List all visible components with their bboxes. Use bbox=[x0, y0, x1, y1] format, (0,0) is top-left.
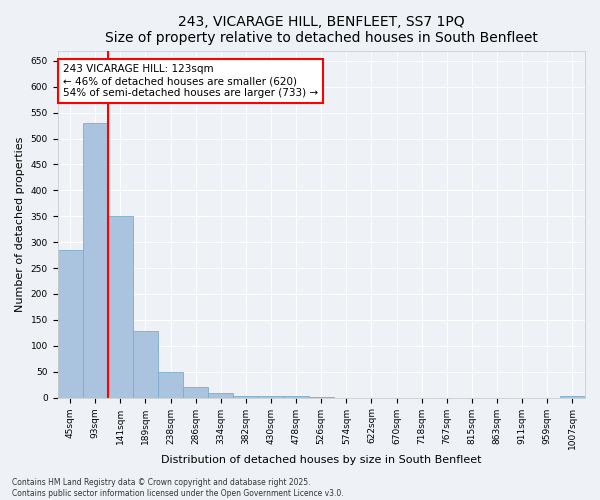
Y-axis label: Number of detached properties: Number of detached properties bbox=[15, 136, 25, 312]
Bar bbox=[284, 396, 309, 398]
Bar bbox=[158, 372, 183, 398]
Bar bbox=[58, 250, 83, 398]
Title: 243, VICARAGE HILL, BENFLEET, SS7 1PQ
Size of property relative to detached hous: 243, VICARAGE HILL, BENFLEET, SS7 1PQ Si… bbox=[105, 15, 538, 45]
Bar bbox=[259, 396, 284, 398]
Text: 243 VICARAGE HILL: 123sqm
← 46% of detached houses are smaller (620)
54% of semi: 243 VICARAGE HILL: 123sqm ← 46% of detac… bbox=[63, 64, 318, 98]
Bar bbox=[108, 216, 133, 398]
X-axis label: Distribution of detached houses by size in South Benfleet: Distribution of detached houses by size … bbox=[161, 455, 482, 465]
Bar bbox=[309, 397, 334, 398]
Bar bbox=[83, 123, 108, 398]
Bar bbox=[208, 394, 233, 398]
Bar bbox=[133, 332, 158, 398]
Bar bbox=[233, 396, 259, 398]
Text: Contains HM Land Registry data © Crown copyright and database right 2025.
Contai: Contains HM Land Registry data © Crown c… bbox=[12, 478, 344, 498]
Bar bbox=[560, 396, 585, 398]
Bar bbox=[183, 387, 208, 398]
